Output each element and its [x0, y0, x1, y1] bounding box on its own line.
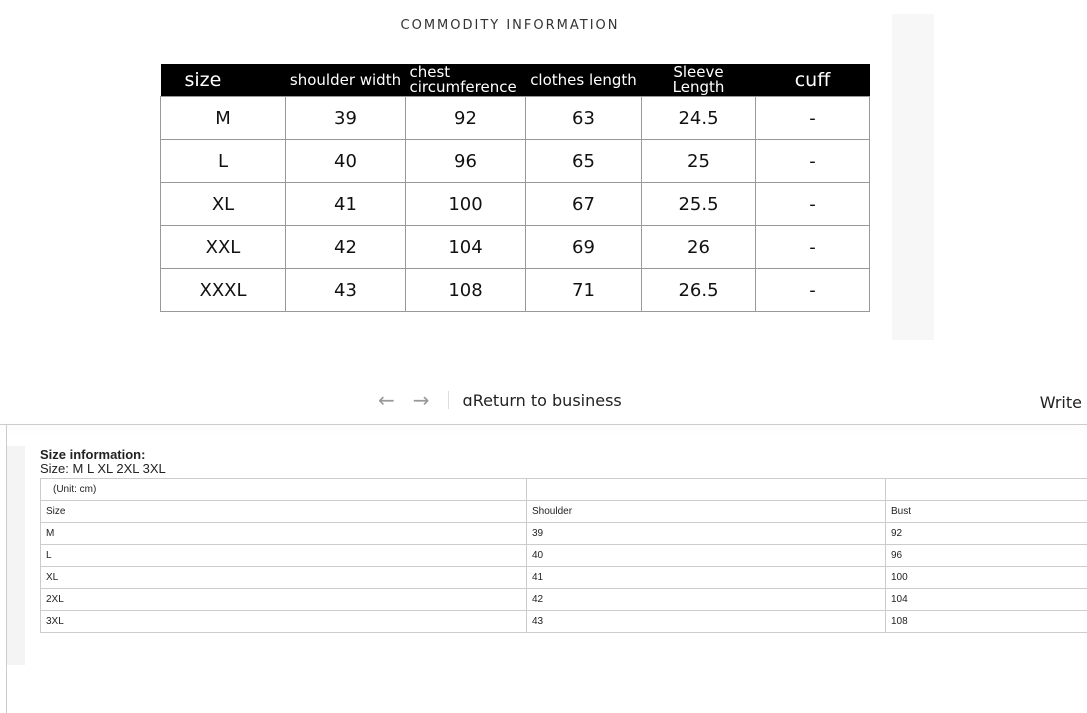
table-cell: 104: [885, 588, 1087, 611]
table-cell: [885, 478, 1087, 501]
header-cell: cuff: [755, 64, 870, 97]
table-cell: L: [160, 139, 286, 183]
table-cell: 40: [526, 544, 886, 567]
table-cell: XL: [160, 182, 286, 226]
table-cell: 3XL: [40, 610, 527, 633]
table-cell: -: [755, 139, 870, 183]
table-header-row: Size Shoulder Bust: [40, 500, 1087, 523]
size-chart-table: size shoulder width chest circumference …: [160, 64, 870, 312]
table-row: 2XL 42 104: [40, 588, 1087, 611]
header-cell: chest circumference: [405, 64, 526, 97]
table-cell: 39: [285, 96, 406, 140]
size-info-heading: Size information:: [40, 447, 146, 462]
table-cell: 96: [885, 544, 1087, 567]
table-cell: 92: [405, 96, 526, 140]
table-row: XXXL 43 108 71 26.5-: [160, 268, 870, 312]
table-cell: 100: [405, 182, 526, 226]
table-cell: 25.5: [641, 182, 756, 226]
table-row: L 40 96: [40, 544, 1087, 567]
table-cell: 92: [885, 522, 1087, 545]
table-cell: 65: [525, 139, 642, 183]
navigation-bar: ← → ɑReturn to business: [378, 388, 622, 412]
table-cell: -: [755, 268, 870, 312]
table-cell: 63: [525, 96, 642, 140]
table-cell: -: [755, 225, 870, 269]
table-row: (Unit: cm): [40, 478, 1087, 501]
table-cell: XL: [40, 566, 527, 589]
table-cell: 26: [641, 225, 756, 269]
table-row: M 39 92 63 24.5-: [160, 96, 870, 140]
table-cell: -: [755, 96, 870, 140]
header-cell: clothes length: [525, 64, 642, 97]
header-cell: size: [160, 64, 286, 97]
table-cell: XXXL: [160, 268, 286, 312]
header-cell: shoulder width: [285, 64, 406, 97]
table-cell: 2XL: [40, 588, 527, 611]
size-list: Size: M L XL 2XL 3XL: [40, 461, 166, 476]
table-cell: 43: [526, 610, 886, 633]
table-row: 3XL 43 108: [40, 610, 1087, 633]
table-cell: XXL: [160, 225, 286, 269]
left-gutter: [7, 446, 25, 665]
table-cell: 108: [885, 610, 1087, 633]
divider: [447, 391, 449, 409]
table-cell: 24.5: [641, 96, 756, 140]
header-cell: Sleeve Length: [641, 64, 756, 97]
header-cell: Size: [40, 500, 527, 523]
table-cell: [526, 478, 886, 501]
arrow-right-icon[interactable]: →: [412, 388, 430, 412]
left-border: [6, 425, 7, 713]
table-cell: 71: [525, 268, 642, 312]
table-cell: 39: [526, 522, 886, 545]
table-row: XL 41 100: [40, 566, 1087, 589]
table-cell: 40: [285, 139, 406, 183]
table-cell: L: [40, 544, 527, 567]
arrow-left-icon[interactable]: ←: [378, 388, 395, 412]
side-panel: [892, 14, 934, 340]
table-cell: M: [160, 96, 286, 140]
table-cell: 26.5: [641, 268, 756, 312]
size-info: Size information: Size: M L XL 2XL 3XL: [40, 448, 166, 476]
table-cell: 25: [641, 139, 756, 183]
table-row: XL 41 100 67 25.5-: [160, 182, 870, 226]
size-info-table: (Unit: cm) Size Shoulder Bust M 39 92 L 40 96…: [40, 478, 1087, 633]
unit-cell: (Unit: cm): [40, 478, 527, 501]
table-cell: -: [755, 182, 870, 226]
write-button[interactable]: Write: [1039, 393, 1082, 412]
page-title: COMMODITY INFORMATION: [400, 18, 620, 33]
table-cell: 69: [525, 225, 642, 269]
table-cell: 41: [285, 182, 406, 226]
table-cell: M: [40, 522, 527, 545]
table-row: L 40 96 65 25-: [160, 139, 870, 183]
header-divider: [0, 424, 1087, 425]
table-cell: 108: [405, 268, 526, 312]
table-cell: 43: [285, 268, 406, 312]
table-cell: 67: [525, 182, 642, 226]
table-row: M 39 92: [40, 522, 1087, 545]
table-cell: 104: [405, 225, 526, 269]
table-cell: 42: [526, 588, 886, 611]
table-row: XXL 42 104 69 26-: [160, 225, 870, 269]
table-cell: 41: [526, 566, 886, 589]
table-cell: 42: [285, 225, 406, 269]
header-cell: Shoulder: [526, 500, 886, 523]
header-cell: Bust: [885, 500, 1087, 523]
table-header-row: size shoulder width chest circumference …: [160, 64, 870, 97]
table-cell: 100: [885, 566, 1087, 589]
return-to-business-link[interactable]: ɑReturn to business: [462, 390, 622, 410]
table-cell: 96: [405, 139, 526, 183]
